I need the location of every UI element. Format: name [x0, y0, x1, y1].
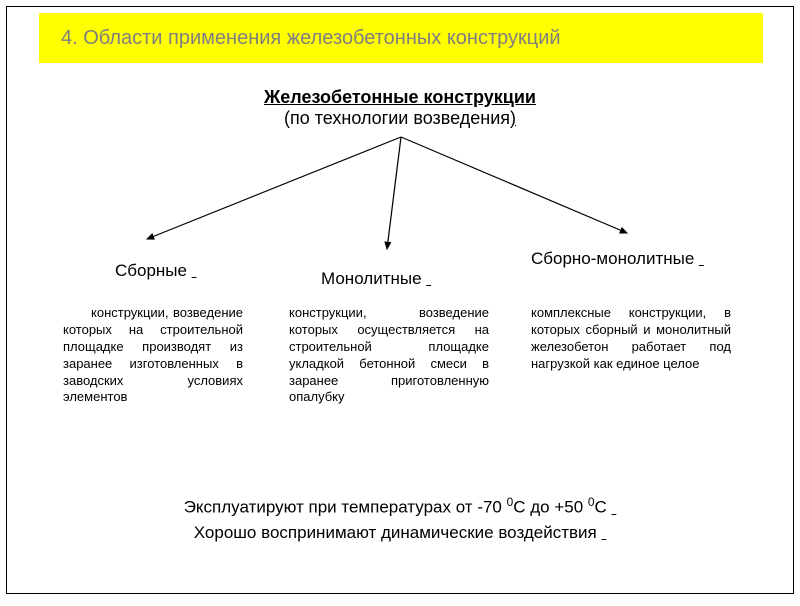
branch-desc-precast: конструкции, возведение которых на строи… [63, 305, 243, 406]
arrow-to-precast [147, 137, 401, 239]
root-label-line2: (по технологии возведения) [7, 108, 793, 129]
footer-line1-pre: Эксплуатируют при температурах от -70 [184, 498, 507, 517]
slide-frame: 4. Области применения железобетонных кон… [6, 6, 794, 594]
branch-desc-precast-monolithic: комплексные конструкции, в которых сборн… [531, 305, 731, 373]
footer-line1-post: С [595, 498, 612, 517]
paren-close: ) [510, 108, 516, 128]
title-bar: 4. Области применения железобетонных кон… [39, 13, 763, 63]
footer-line2-text: Хорошо воспринимают динамические воздейс… [194, 523, 602, 542]
branch-label-precast-monolithic-text: Сборно-монолитные [531, 249, 699, 268]
degree-sup-2: 0 [588, 495, 595, 509]
branch-desc-monolithic: конструкции, возведение которых осуществ… [289, 305, 489, 406]
branch-label-monolithic-text: Монолитные [321, 269, 426, 288]
slide-title: 4. Области применения железобетонных кон… [61, 27, 561, 50]
footer-line-1: Эксплуатируют при температурах от -70 0С… [7, 495, 793, 518]
tree-root-header: Железобетонные конструкции (по технологи… [7, 87, 793, 129]
arrow-to-precast-monolithic [401, 137, 627, 233]
footer-line1-mid: С до +50 [513, 498, 588, 517]
tree-arrows [7, 133, 795, 253]
branch-label-precast-monolithic: Сборно-монолитные [531, 249, 704, 269]
footer-line-2: Хорошо воспринимают динамические воздейс… [7, 523, 793, 543]
arrow-to-monolithic [387, 137, 401, 249]
root-label-line1: Железобетонные конструкции [7, 87, 793, 108]
branch-label-precast-text: Сборные [115, 261, 192, 280]
branch-label-monolithic: Монолитные [321, 269, 431, 289]
root-subtitle: по технологии возведения [290, 108, 510, 128]
branch-label-precast: Сборные [115, 261, 196, 281]
